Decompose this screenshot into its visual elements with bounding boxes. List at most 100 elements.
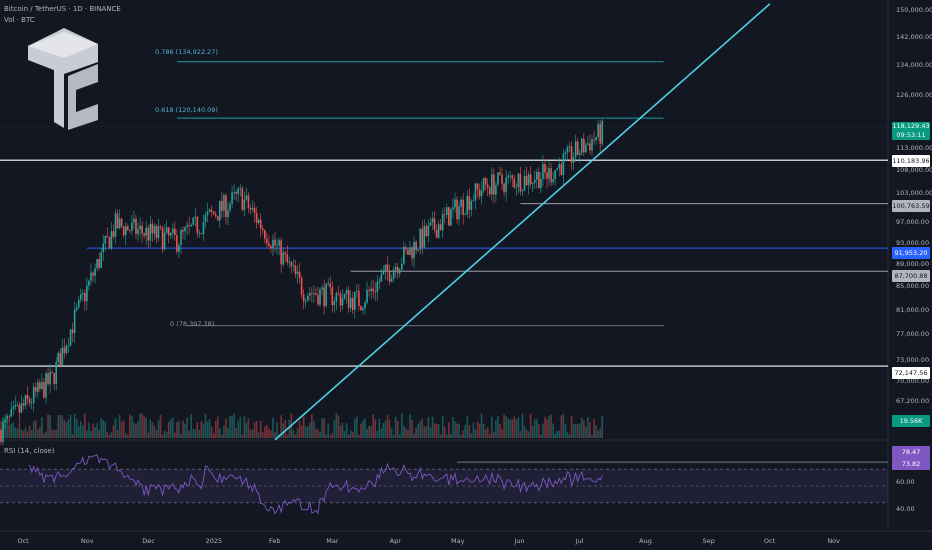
- volume-bar: [124, 433, 127, 438]
- candle-body: [509, 175, 512, 177]
- candle-body: [398, 269, 401, 274]
- volume-indicator-title[interactable]: Vol · BTC: [4, 16, 35, 24]
- candle-body: [525, 176, 528, 186]
- volume-bar: [417, 423, 419, 438]
- volume-bar: [353, 419, 356, 438]
- candle-body: [503, 183, 505, 193]
- volume-bar: [568, 434, 571, 438]
- candle-body: [216, 216, 219, 221]
- volume-bar: [159, 414, 162, 438]
- fib-0-label[interactable]: 0 (78,397.78): [170, 320, 215, 328]
- candle-body: [147, 227, 150, 241]
- volume-bar: [482, 423, 485, 438]
- candle-body: [529, 174, 532, 184]
- volume-bar: [486, 427, 489, 438]
- candle-body: [368, 289, 370, 291]
- volume-bar: [472, 422, 475, 438]
- candle-body: [231, 192, 233, 204]
- candle-body: [112, 231, 115, 237]
- candle-body: [587, 143, 589, 145]
- volume-bar: [503, 414, 505, 438]
- volume-bar: [546, 419, 548, 438]
- candle-body: [100, 252, 103, 268]
- candle-body: [176, 235, 178, 252]
- candle-body: [276, 245, 278, 247]
- candle-body: [568, 146, 571, 148]
- candle-body: [204, 215, 207, 223]
- volume-bar: [556, 430, 559, 438]
- candle-body: [576, 141, 579, 155]
- volume-bar: [380, 428, 383, 438]
- candle-body: [470, 200, 473, 210]
- volume-bar: [462, 430, 464, 438]
- candle-body: [439, 224, 442, 231]
- candle-body: [151, 223, 154, 234]
- candle-body: [560, 164, 563, 176]
- rsi-title[interactable]: RSI (14, close): [4, 447, 55, 455]
- fib-618-label[interactable]: 0.618 (120,140.09): [155, 106, 218, 114]
- candle-body: [499, 172, 501, 175]
- price-tick: 89,000.00: [896, 260, 930, 269]
- volume-bar: [493, 432, 495, 438]
- volume-bar: [386, 414, 389, 438]
- volume-bar: [71, 434, 74, 438]
- volume-bar: [511, 418, 514, 438]
- candle-body: [372, 288, 374, 292]
- symbol-title[interactable]: Bitcoin / TetherUS · 1D · BINANCE: [4, 5, 121, 13]
- volume-bar: [566, 431, 569, 438]
- candle-body: [550, 168, 552, 183]
- volume-bar: [180, 433, 182, 438]
- candle-body: [270, 246, 272, 249]
- volume-bar: [8, 424, 10, 438]
- volume-bar: [251, 429, 254, 438]
- tc-logo-icon: [24, 24, 102, 130]
- volume-bar: [376, 430, 379, 438]
- volume-bar: [63, 420, 66, 438]
- volume-bar: [437, 424, 440, 438]
- volume-bar: [597, 430, 599, 438]
- candle-body: [12, 406, 15, 410]
- volume-bar: [41, 416, 43, 438]
- candle-body: [595, 137, 597, 141]
- candle-body: [531, 182, 534, 184]
- volume-bar: [43, 433, 45, 438]
- candle-body: [241, 188, 244, 210]
- volume-bar: [423, 426, 426, 438]
- volume-bar: [411, 419, 413, 438]
- volume-bar: [519, 430, 522, 438]
- volume-bar: [308, 423, 311, 438]
- time-tick: 2025: [205, 537, 223, 545]
- candle-body: [41, 381, 43, 389]
- volume-bar: [28, 425, 31, 438]
- volume-bar: [306, 426, 309, 438]
- candle-body: [542, 164, 544, 180]
- price-tick: 73,000.00: [896, 356, 930, 365]
- candle-body: [431, 218, 434, 223]
- time-tick: Feb: [269, 537, 281, 545]
- volume-bar: [562, 413, 565, 438]
- volume-bar: [323, 418, 325, 438]
- volume-bar: [527, 431, 530, 438]
- volume-bar: [237, 420, 240, 438]
- candle-body: [589, 143, 591, 151]
- fib-786-label[interactable]: 0.786 (134,922.27): [155, 48, 218, 56]
- volume-bar: [468, 425, 471, 438]
- volume-bar: [372, 414, 374, 438]
- candle-body: [574, 141, 577, 158]
- candle-body: [165, 227, 168, 233]
- candle-body: [554, 170, 556, 180]
- candle-body: [380, 274, 383, 282]
- volume-bar: [589, 421, 591, 438]
- candle-body: [71, 329, 74, 334]
- volume-bar: [288, 419, 291, 438]
- time-tick: Jul: [575, 537, 584, 545]
- volume-bar: [533, 419, 536, 438]
- volume-bar: [448, 422, 450, 438]
- candle-body: [599, 124, 601, 144]
- volume-bar: [84, 413, 86, 438]
- volume-bar: [464, 425, 467, 438]
- candle-body: [114, 213, 117, 237]
- time-tick: Dec: [142, 537, 155, 545]
- candle-body: [558, 164, 561, 169]
